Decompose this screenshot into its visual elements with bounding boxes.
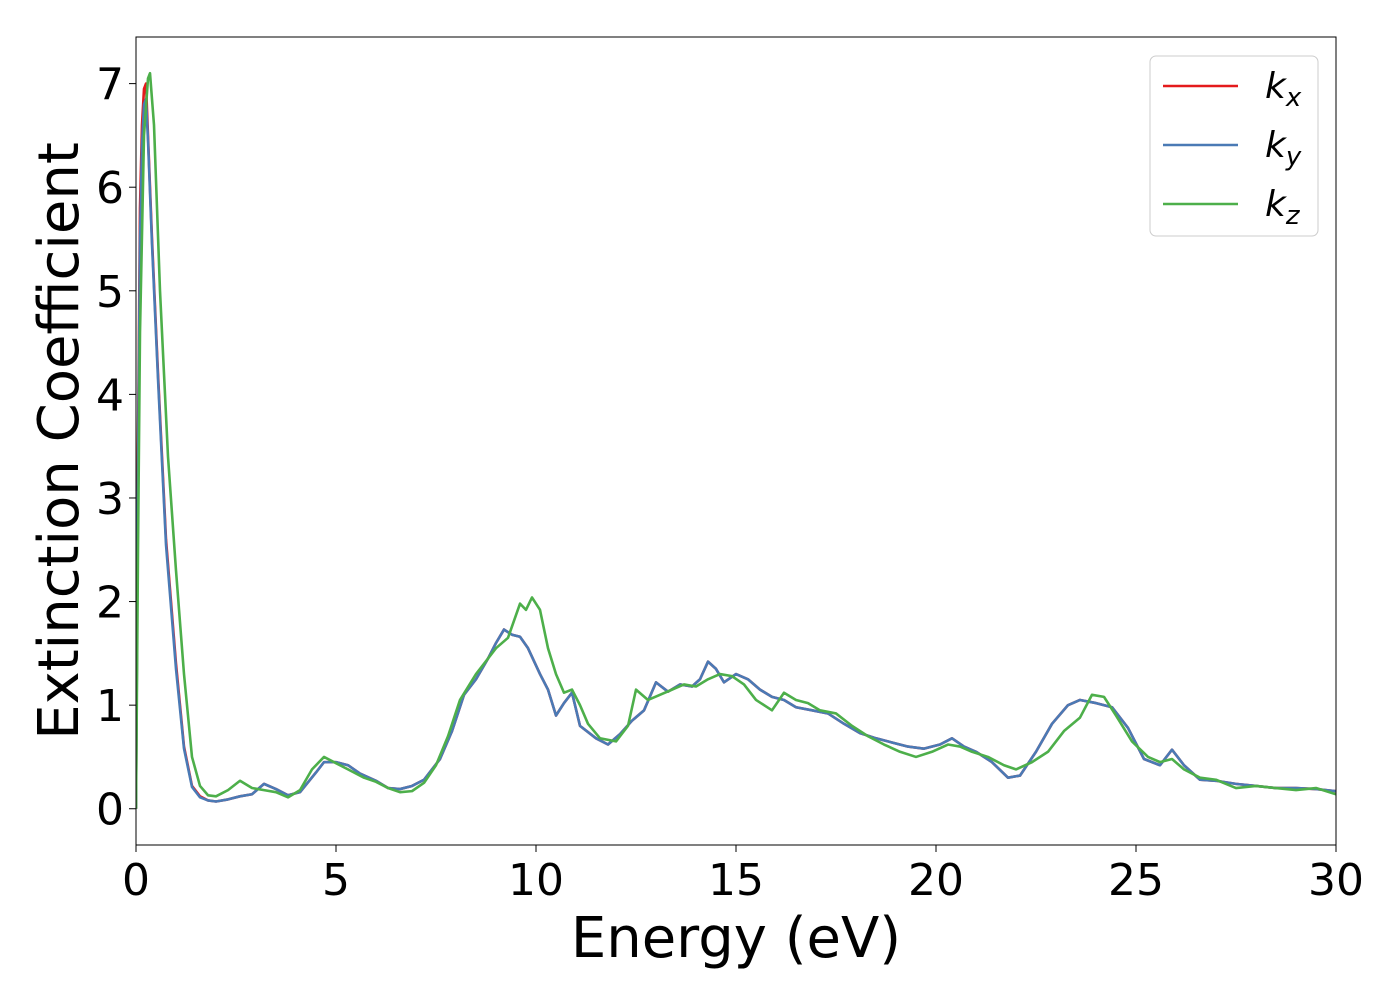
series-layer: [136, 71, 1336, 809]
legend: kx ky kz: [1149, 55, 1319, 237]
legend-label-y: ky: [1265, 125, 1302, 172]
x-tick-label: 30: [1308, 855, 1364, 906]
x-tick-label: 20: [908, 855, 964, 906]
legend-label-z: kz: [1265, 184, 1301, 231]
series-line-y: [136, 97, 1336, 809]
x-tick-label: 10: [508, 855, 564, 906]
y-tick-label: 5: [96, 267, 124, 318]
y-tick-label: 0: [96, 785, 124, 836]
x-tick-label: 15: [708, 855, 764, 906]
y-tick-label: 4: [96, 370, 124, 421]
y-tick-label: 3: [96, 474, 124, 525]
y-tick-label: 7: [96, 60, 124, 111]
series-line-z: [136, 71, 1336, 809]
y-axis-ticks: 0 1 2 3 4 5 6 7: [96, 60, 136, 836]
y-tick-label: 6: [96, 163, 124, 214]
x-tick-label: 25: [1108, 855, 1164, 906]
x-axis-ticks: 0 5 10 15 20 25 30: [122, 845, 1364, 906]
y-axis-label: Extinction Coefficient: [27, 142, 92, 740]
legend-label-x: kx: [1265, 66, 1302, 113]
x-axis-label: Energy (eV): [571, 906, 901, 971]
y-tick-label: 2: [96, 578, 124, 629]
y-tick-label: 1: [96, 681, 124, 732]
x-tick-label: 0: [122, 855, 150, 906]
x-tick-label: 5: [322, 855, 350, 906]
